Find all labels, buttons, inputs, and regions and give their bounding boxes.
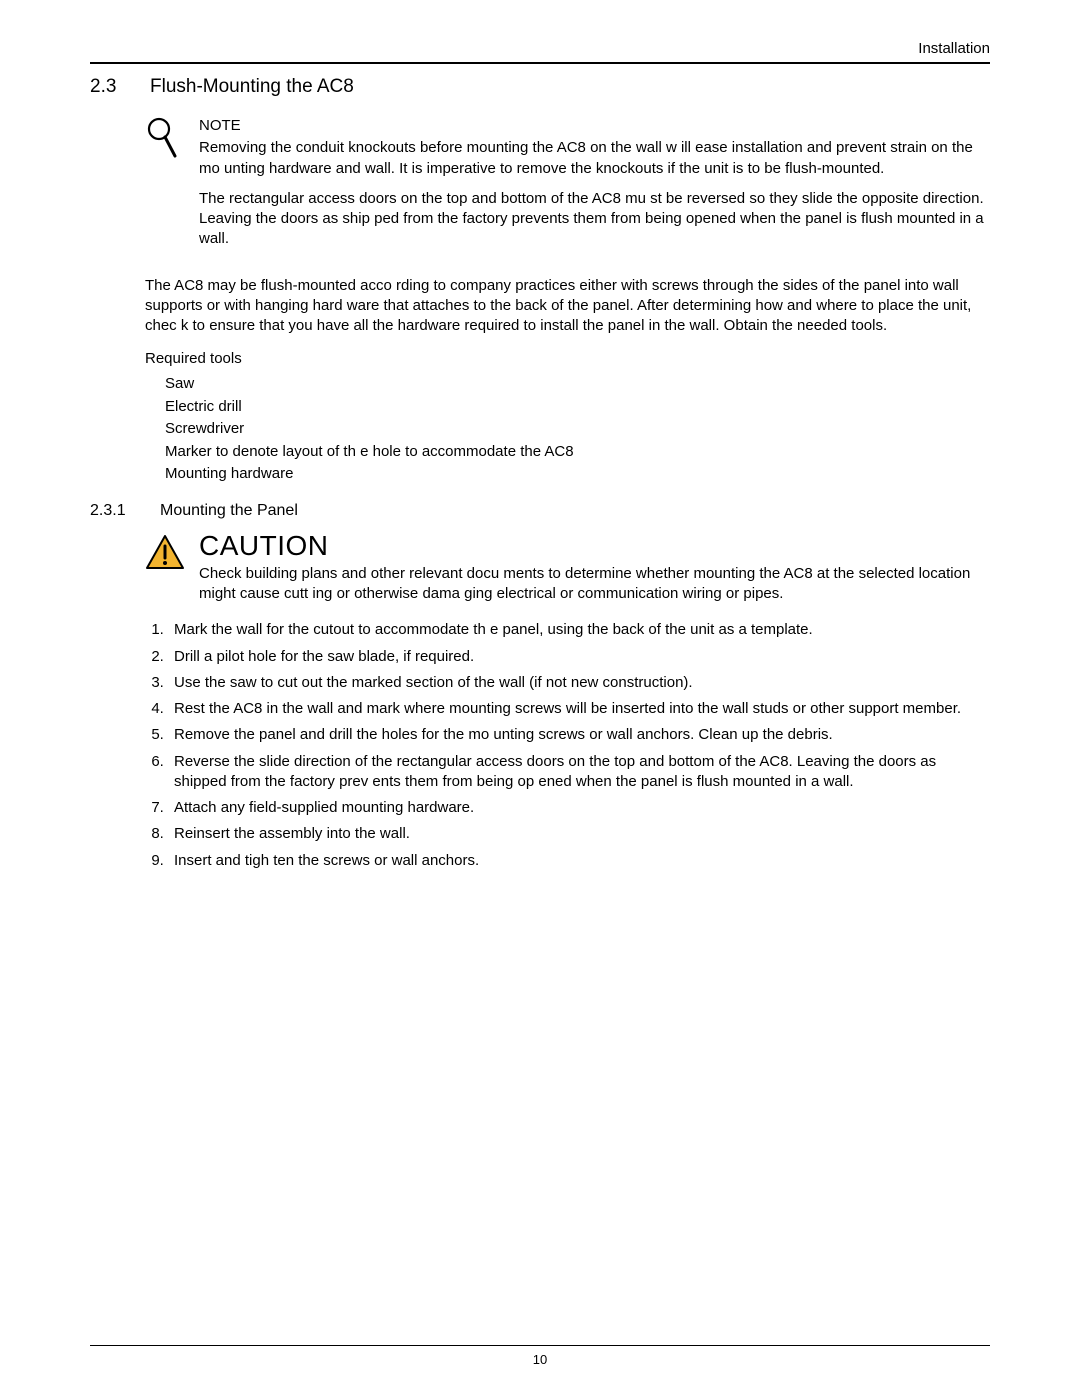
caution-block: CAUTION Check building plans and other r… [145,530,990,605]
step-item: Mark the wall for the cutout to accommod… [168,620,990,640]
list-item: Mounting hardware [165,463,990,486]
list-item: Marker to denote layout of th e hole to … [165,441,990,464]
tools-list: Saw Electric drill Screwdriver Marker to… [165,373,990,486]
steps-list: Mark the wall for the cutout to accommod… [168,620,990,877]
body-paragraph-1: The AC8 may be flush-mounted acco rding … [145,276,990,337]
header-rule [90,62,990,64]
step-item: Insert and tigh ten the screws or wall a… [168,851,990,871]
note-body: NOTE Removing the conduit knockouts befo… [199,116,990,260]
note-paragraph-2: The rectangular access doors on the top … [199,189,990,250]
warning-icon [145,530,185,605]
subsection-number: 2.3.1 [90,502,140,520]
footer-rule [90,1345,990,1346]
caution-title: CAUTION [199,530,990,562]
caution-body: CAUTION Check building plans and other r… [199,530,990,605]
list-item: Electric drill [165,396,990,419]
note-paragraph-1: Removing the conduit knockouts before mo… [199,138,990,179]
page: Installation 2.3 Flush-Mounting the AC8 … [0,0,1080,1397]
step-item: Reinsert the assembly into the wall. [168,824,990,844]
note-block: NOTE Removing the conduit knockouts befo… [145,116,990,260]
caution-text: Check building plans and other relevant … [199,564,990,605]
step-item: Attach any field-supplied mounting hardw… [168,798,990,818]
subsection-heading: 2.3.1 Mounting the Panel [90,502,990,520]
step-item: Use the saw to cut out the marked sectio… [168,673,990,693]
list-item: Saw [165,373,990,396]
note-label: NOTE [199,116,990,136]
tools-heading: Required tools [145,350,990,367]
magnifier-icon [145,116,181,260]
step-item: Rest the AC8 in the wall and mark where … [168,699,990,719]
list-item: Screwdriver [165,418,990,441]
header-right: Installation [90,40,990,62]
footer: 10 [90,1345,990,1367]
section-number: 2.3 [90,76,130,98]
page-number: 10 [90,1352,990,1367]
section-heading: 2.3 Flush-Mounting the AC8 [90,76,990,98]
step-item: Reverse the slide direction of the recta… [168,752,990,793]
subsection-title: Mounting the Panel [160,502,298,520]
step-item: Remove the panel and drill the holes for… [168,725,990,745]
section-title: Flush-Mounting the AC8 [150,76,354,98]
step-item: Drill a pilot hole for the saw blade, if… [168,647,990,667]
